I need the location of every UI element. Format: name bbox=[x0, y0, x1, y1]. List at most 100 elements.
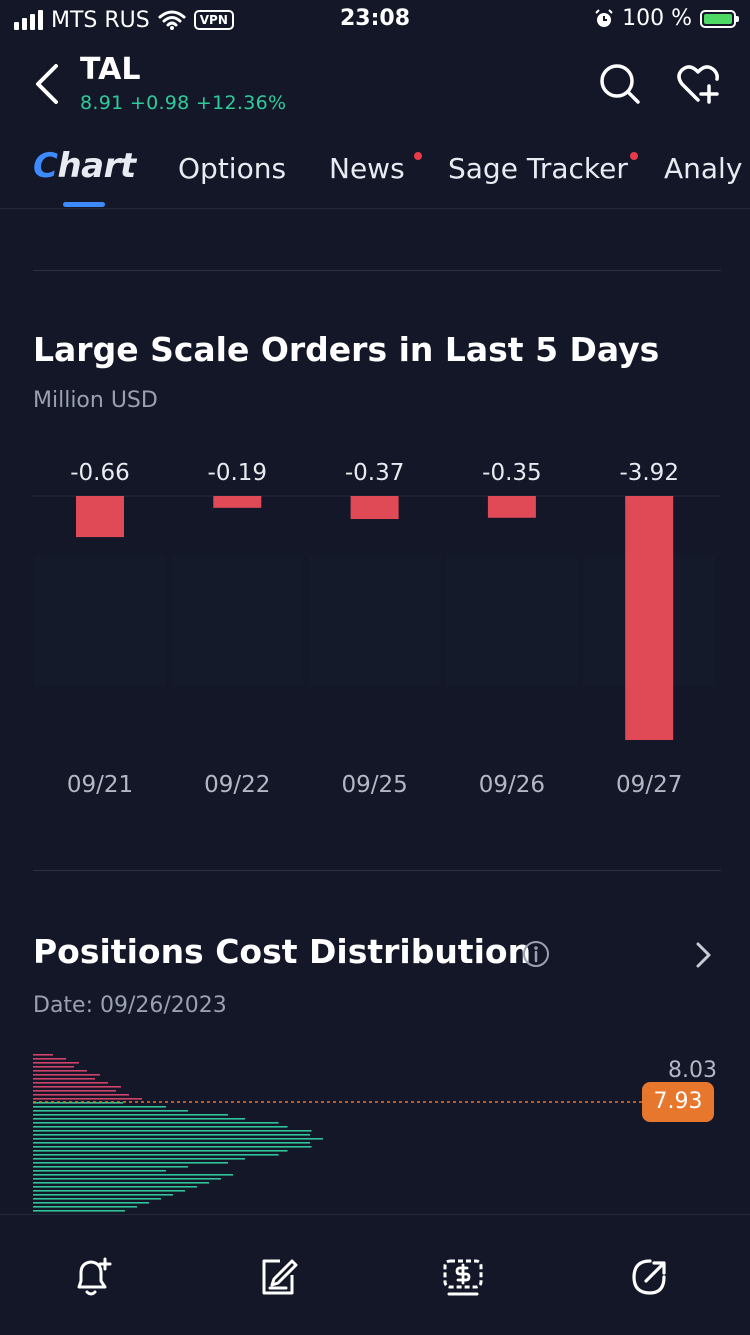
x-axis-tick-label: 09/22 bbox=[204, 772, 270, 798]
battery-percent: 100 % bbox=[622, 6, 692, 31]
distribution-bar bbox=[33, 1098, 142, 1100]
tab-sage-tracker[interactable]: Sage Tracker bbox=[448, 152, 628, 185]
vpn-badge: VPN bbox=[193, 10, 234, 30]
distribution-bar bbox=[33, 1102, 123, 1104]
cost-distribution-chart bbox=[33, 1054, 643, 1212]
distribution-bar bbox=[33, 1126, 288, 1128]
x-axis-tick-label: 09/27 bbox=[616, 772, 682, 798]
distribution-bar bbox=[33, 1178, 221, 1180]
section-divider bbox=[33, 270, 721, 271]
alert-add-icon[interactable] bbox=[71, 1255, 115, 1299]
positions-title[interactable]: Positions Cost Distribution bbox=[33, 932, 532, 971]
distribution-bar bbox=[33, 1078, 95, 1080]
bar-column-background bbox=[445, 556, 578, 686]
distribution-bar bbox=[33, 1158, 246, 1160]
search-icon[interactable] bbox=[598, 62, 642, 106]
trade-dollar-icon[interactable] bbox=[441, 1255, 485, 1299]
x-axis-tick-label: 09/21 bbox=[67, 772, 133, 798]
distribution-bar bbox=[33, 1066, 74, 1068]
distribution-bar bbox=[33, 1130, 312, 1132]
price-high-label: 8.03 bbox=[668, 1058, 717, 1083]
distribution-bar bbox=[33, 1150, 288, 1152]
distribution-bar bbox=[33, 1198, 161, 1200]
battery-icon bbox=[700, 9, 739, 28]
distribution-bar bbox=[33, 1090, 116, 1092]
distribution-bar bbox=[33, 1114, 228, 1116]
distribution-bar bbox=[33, 1142, 311, 1144]
x-axis-tick-label: 09/25 bbox=[341, 772, 407, 798]
news-notification-dot bbox=[414, 152, 422, 160]
distribution-bar bbox=[33, 1162, 228, 1164]
ticker-symbol: TAL bbox=[80, 52, 141, 87]
share-icon[interactable] bbox=[628, 1255, 672, 1299]
bar-09/21[interactable] bbox=[76, 496, 124, 538]
distribution-bar bbox=[33, 1194, 173, 1196]
price-quote: 8.91 +0.98 +12.36% bbox=[80, 92, 287, 114]
active-tab-indicator bbox=[63, 202, 105, 207]
distribution-bar bbox=[33, 1134, 311, 1136]
bar-value-label: -0.35 bbox=[482, 460, 542, 486]
sage-tracker-notification-dot bbox=[630, 152, 638, 160]
bar-09/26[interactable] bbox=[487, 496, 536, 518]
bar-value-label: -0.19 bbox=[208, 460, 268, 486]
distribution-bar bbox=[33, 1154, 279, 1156]
signal-icon bbox=[14, 10, 43, 30]
bar-09/27[interactable] bbox=[625, 496, 674, 740]
tab-chart[interactable]: Chart bbox=[33, 146, 136, 186]
status-time: 23:08 bbox=[339, 6, 411, 31]
back-arrow-icon[interactable] bbox=[32, 62, 62, 106]
distribution-bar bbox=[33, 1206, 137, 1208]
distribution-bar bbox=[33, 1058, 66, 1060]
bar-column-background bbox=[34, 556, 166, 686]
distribution-bar bbox=[33, 1110, 188, 1112]
bar-column-background bbox=[171, 556, 304, 686]
carrier-label: MTS RUS bbox=[51, 7, 150, 33]
tab-options[interactable]: Options bbox=[178, 152, 287, 185]
distribution-bar bbox=[33, 1062, 79, 1064]
bar-value-label: -0.37 bbox=[345, 460, 405, 486]
current-price-tag: 7.93 bbox=[642, 1082, 714, 1122]
distribution-bar bbox=[33, 1190, 185, 1192]
distribution-bar bbox=[33, 1174, 233, 1176]
large-orders-title: Large Scale Orders in Last 5 Days bbox=[33, 330, 660, 369]
distribution-bar bbox=[33, 1118, 246, 1120]
distribution-bar bbox=[33, 1054, 53, 1056]
note-edit-icon[interactable] bbox=[256, 1255, 300, 1299]
bar-value-label: -0.66 bbox=[70, 460, 130, 486]
tab-news[interactable]: News bbox=[329, 152, 405, 185]
distribution-bar bbox=[33, 1210, 125, 1212]
chevron-right-icon[interactable] bbox=[690, 940, 716, 970]
distribution-bar bbox=[33, 1138, 323, 1140]
distribution-bar bbox=[33, 1122, 279, 1124]
add-to-watchlist-icon[interactable] bbox=[676, 62, 720, 106]
wifi-icon bbox=[158, 10, 186, 30]
bar-column-background bbox=[308, 556, 441, 686]
status-bar: MTS RUS VPN 23:08 100 % bbox=[0, 0, 750, 40]
x-axis-tick-label: 09/26 bbox=[479, 772, 545, 798]
bar-09/25[interactable] bbox=[350, 496, 399, 520]
distribution-bar bbox=[33, 1094, 129, 1096]
distribution-bar bbox=[33, 1082, 108, 1084]
distribution-bar bbox=[33, 1106, 166, 1108]
distribution-bar bbox=[33, 1186, 197, 1188]
distribution-bar bbox=[33, 1170, 166, 1172]
bar-09/22[interactable] bbox=[213, 496, 262, 508]
distribution-bar bbox=[33, 1166, 188, 1168]
bottom-action-bar bbox=[0, 1214, 750, 1335]
large-orders-bar-chart: -0.66 09/21 -0.19 09/22 -0.37 09/25 -0.35 09/26… bbox=[33, 460, 721, 798]
bar-value-label: -3.92 bbox=[619, 460, 679, 486]
large-orders-chart: -0.66 09/21 -0.19 09/22 -0.37 09/25 -0.35 09/26… bbox=[33, 440, 721, 820]
distribution-bar bbox=[33, 1074, 100, 1076]
info-icon[interactable] bbox=[522, 940, 550, 968]
distribution-bar bbox=[33, 1086, 121, 1088]
section-divider bbox=[33, 870, 721, 871]
distribution-bar bbox=[33, 1146, 312, 1148]
tab-analysis[interactable]: Analy bbox=[664, 152, 743, 185]
distribution-bar bbox=[33, 1182, 209, 1184]
stock-header: TAL 8.91 +0.98 +12.36% bbox=[0, 48, 750, 128]
tab-bar: Chart Options News Sage Tracker Analy bbox=[0, 140, 750, 209]
distribution-bar bbox=[33, 1202, 149, 1204]
alarm-icon bbox=[595, 8, 613, 27]
large-orders-unit: Million USD bbox=[33, 388, 158, 413]
distribution-bar bbox=[33, 1070, 87, 1072]
